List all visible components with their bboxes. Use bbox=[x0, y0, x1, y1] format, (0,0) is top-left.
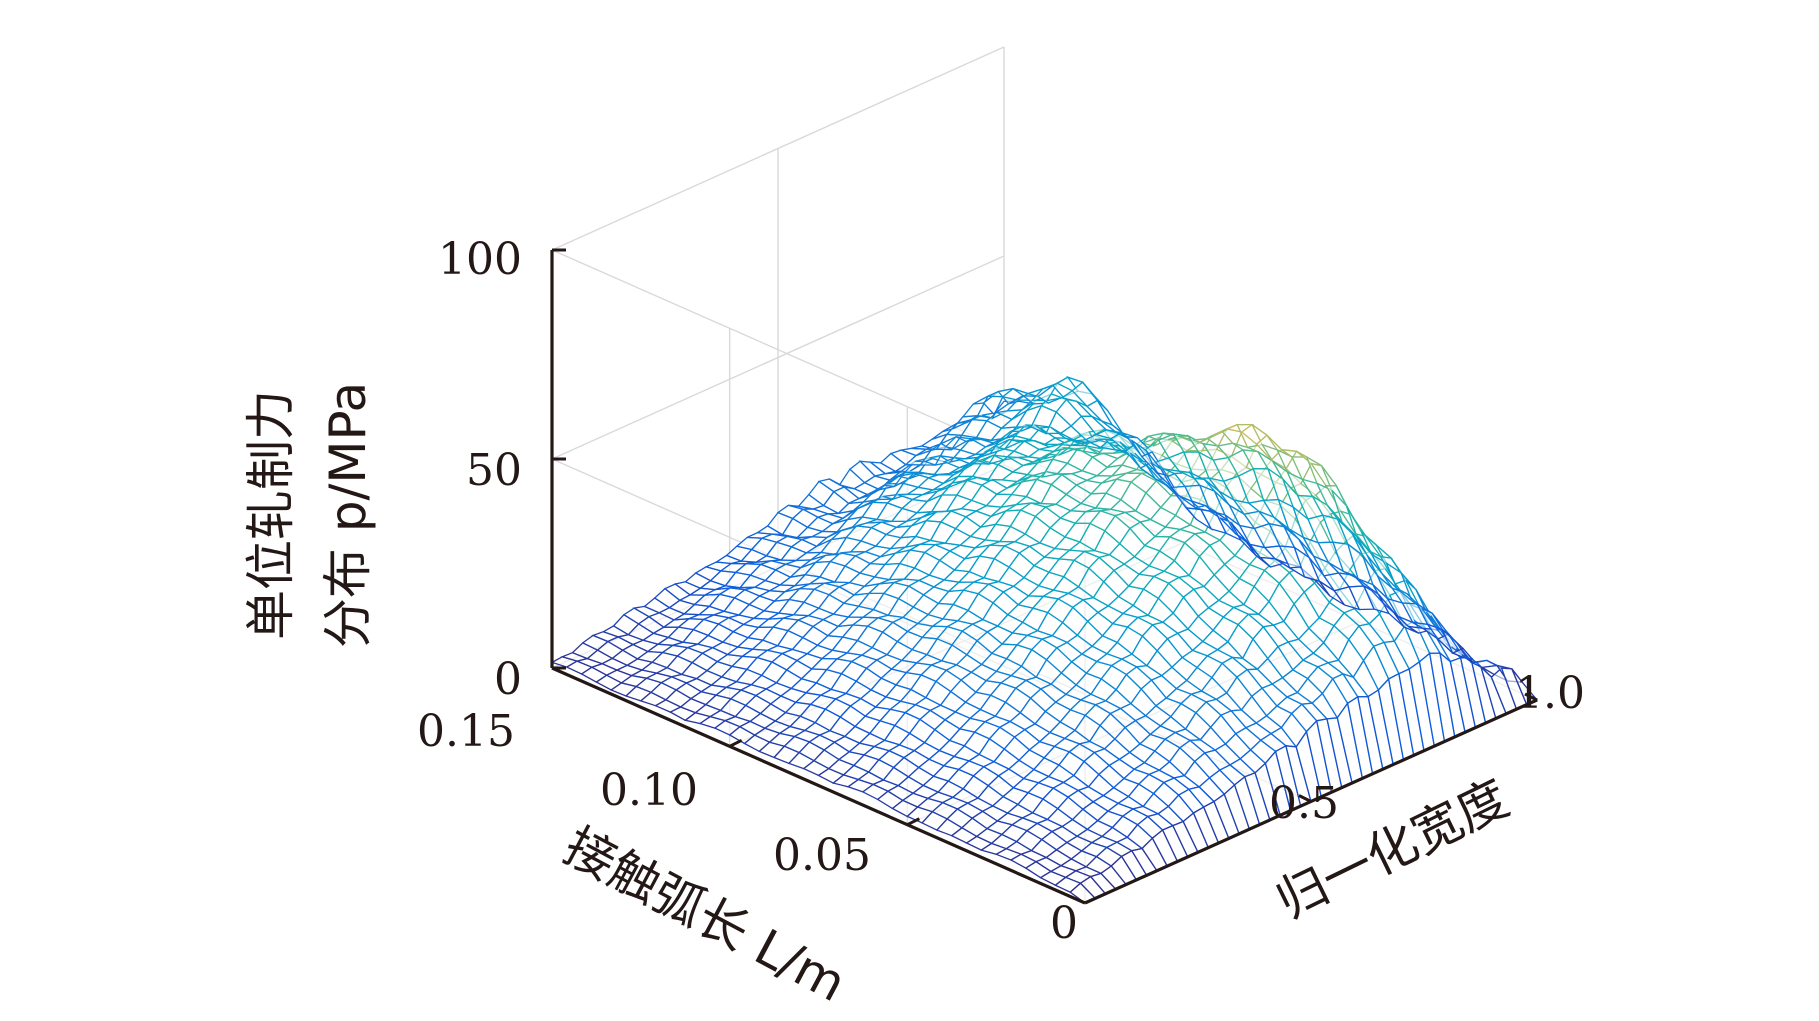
x-tick-labels: 0 0.5 1.0 bbox=[1050, 668, 1585, 949]
z-axis-label-line2: 分布 p/MPa bbox=[319, 382, 377, 648]
grid-line bbox=[551, 46, 1005, 251]
z-axis-label-line1: 单位轧制力 bbox=[242, 390, 300, 640]
y-tick-label: 0.05 bbox=[773, 830, 871, 881]
z-tick-labels: 100 50 0 bbox=[438, 234, 522, 705]
x-tick-label: 0 bbox=[1050, 898, 1078, 949]
z-tick-label: 100 bbox=[438, 234, 522, 285]
x-tick-mark bbox=[1524, 692, 1538, 702]
y-tick-label: 0.15 bbox=[417, 706, 515, 757]
y-tick-label: 0.10 bbox=[600, 765, 698, 816]
x-tick-label: 1.0 bbox=[1515, 668, 1585, 719]
x-tick-label: 0.5 bbox=[1269, 778, 1339, 829]
y-tick-mark bbox=[728, 738, 743, 748]
axes-layer bbox=[550, 248, 1538, 905]
z-tick-label: 50 bbox=[466, 445, 522, 496]
y-axis-line bbox=[551, 666, 1086, 905]
y-tick-labels: 0.15 0.10 0.05 bbox=[417, 706, 871, 881]
z-tick-label: 0 bbox=[494, 654, 522, 705]
surface-mesh bbox=[550, 375, 1539, 904]
y-tick-mark bbox=[906, 817, 921, 827]
grid-line bbox=[551, 255, 1005, 460]
x-tick-mark bbox=[1298, 794, 1312, 803]
